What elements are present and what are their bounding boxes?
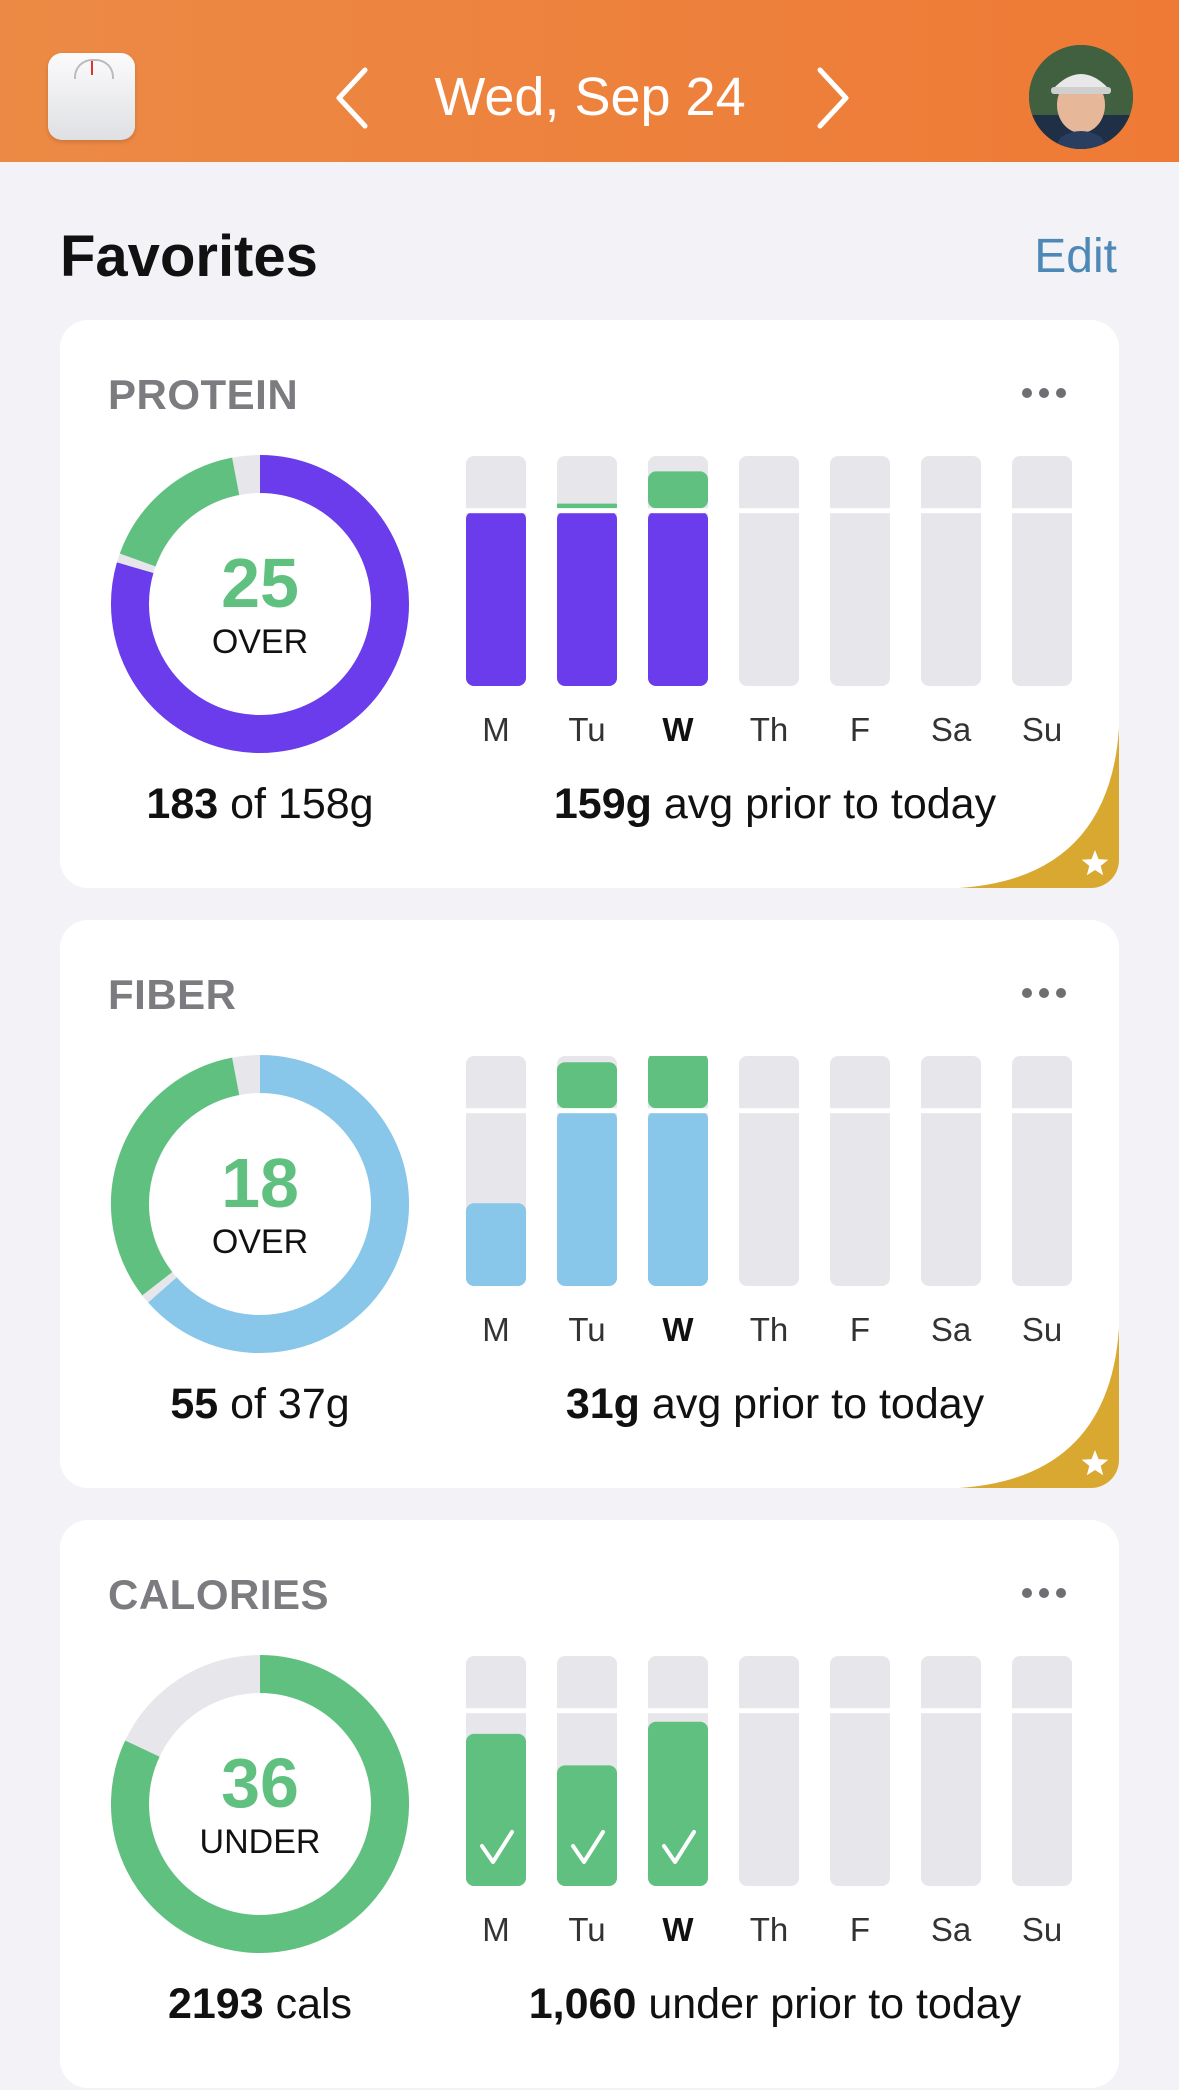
scale-icon[interactable] (48, 53, 135, 140)
day-bar-Th[interactable] (739, 1656, 799, 1886)
average-summary: 31g avg prior to today (460, 1376, 1090, 1432)
favorite-star-icon[interactable] (959, 1328, 1119, 1488)
day-label: Th (749, 711, 789, 748)
protein-card[interactable]: PROTEIN 25 OVER M Tu W Th F Sa Su 183 of 158g 159g … (60, 320, 1119, 888)
average-value: 1,060 (528, 1980, 637, 2028)
day-label: M (482, 1311, 510, 1348)
day-label: Tu (568, 1911, 606, 1948)
ring-over (111, 1057, 240, 1296)
day-bar-Sa[interactable] (921, 1056, 981, 1286)
average-summary: 1,060 under prior to today (460, 1976, 1090, 2032)
average-value: 31g (565, 1380, 640, 1428)
day-bar-M[interactable] (466, 1656, 526, 1886)
amount-value: 55 (170, 1380, 219, 1428)
card-title: CALORIES (108, 1571, 330, 1618)
favorite-star-icon[interactable] (959, 728, 1119, 888)
edit-button[interactable]: Edit (1034, 230, 1117, 283)
day-bar-Tu[interactable] (557, 1056, 617, 1286)
more-options-icon[interactable] (1018, 376, 1070, 410)
day-bar-F[interactable] (830, 456, 890, 686)
ring-over (119, 457, 240, 567)
progress-ring (111, 1055, 409, 1353)
ring-progress (148, 1055, 409, 1353)
chevron-right-icon[interactable] (800, 58, 860, 138)
avatar[interactable] (1029, 45, 1133, 149)
day-label: Tu (568, 711, 606, 748)
day-label: M (482, 711, 510, 748)
day-bar-Tu[interactable] (557, 456, 617, 686)
ring-label: OVER (211, 1223, 309, 1261)
day-label: Sa (930, 1311, 972, 1348)
ring-label: OVER (211, 623, 309, 661)
amount-summary: 183 of 158g (140, 776, 380, 832)
day-bar-Th[interactable] (739, 456, 799, 686)
scale-needle (91, 61, 93, 75)
day-label: F (849, 1311, 871, 1348)
day-bar-F[interactable] (830, 1056, 890, 1286)
scale-dial (74, 59, 114, 79)
day-label: W (662, 711, 694, 748)
day-label: W (662, 1911, 694, 1948)
day-bar-W[interactable] (648, 456, 708, 686)
ring-value: 25 (221, 544, 299, 622)
amount-suffix: of 37g (218, 1380, 350, 1428)
day-label: Sa (930, 711, 972, 748)
day-label: F (849, 1911, 871, 1948)
amount-summary: 2193 cals (140, 1976, 380, 2032)
day-bar-Su[interactable] (1012, 456, 1072, 686)
average-suffix: under prior to today (636, 1980, 1022, 2028)
day-bar-W[interactable] (648, 1056, 708, 1286)
ring-progress (111, 1655, 409, 1953)
day-bar-Su[interactable] (1012, 1656, 1072, 1886)
day-label: Tu (568, 1311, 606, 1348)
day-bar-Th[interactable] (739, 1056, 799, 1286)
average-suffix: avg prior to today (639, 1380, 985, 1428)
day-label: Sa (930, 1911, 972, 1948)
amount-suffix: of 158g (218, 780, 374, 828)
day-label: Su (1021, 1911, 1063, 1948)
more-options-icon[interactable] (1018, 1576, 1070, 1610)
more-options-icon[interactable] (1018, 976, 1070, 1010)
average-suffix: avg prior to today (651, 780, 997, 828)
day-bar-Tu[interactable] (557, 1656, 617, 1886)
amount-summary: 55 of 37g (140, 1376, 380, 1432)
day-bar-Su[interactable] (1012, 1056, 1072, 1286)
card-title: FIBER (108, 971, 237, 1018)
amount-suffix: cals (263, 1980, 353, 2028)
progress-ring (111, 455, 409, 753)
average-summary: 159g avg prior to today (460, 776, 1090, 832)
day-bar-M[interactable] (466, 1056, 526, 1286)
ring-value: 36 (221, 1744, 299, 1822)
day-label: F (849, 711, 871, 748)
day-bar-Sa[interactable] (921, 1656, 981, 1886)
day-label: Su (1021, 1311, 1063, 1348)
date-title[interactable]: Wed, Sep 24 (434, 67, 746, 127)
calories-card[interactable]: CALORIES 36 UNDER M Tu W Th F Sa Su 2193 cals 1,060… (60, 1520, 1119, 2088)
ring-progress (111, 455, 409, 753)
day-bar-Sa[interactable] (921, 456, 981, 686)
progress-ring (111, 1655, 409, 1953)
day-bar-M[interactable] (466, 456, 526, 686)
chevron-left-icon[interactable] (325, 58, 385, 138)
ring-label: UNDER (199, 1823, 321, 1861)
avatar-image (1029, 45, 1133, 149)
day-label: M (482, 1911, 510, 1948)
fiber-card[interactable]: FIBER 18 OVER M Tu W Th F Sa Su 55 of 37g 31g avg p… (60, 920, 1119, 1488)
top-bar: Wed, Sep 24 (0, 0, 1179, 162)
section-title: Favorites (60, 224, 318, 289)
day-label: Th (749, 1911, 789, 1948)
average-value: 159g (553, 780, 652, 828)
day-label: W (662, 1311, 694, 1348)
day-bar-F[interactable] (830, 1656, 890, 1886)
weekly-bars (466, 1656, 1072, 1886)
weekly-bars (466, 1056, 1072, 1286)
day-bar-W[interactable] (648, 1656, 708, 1886)
amount-value: 183 (146, 780, 219, 828)
day-label: Su (1021, 711, 1063, 748)
weekly-bars (466, 456, 1072, 686)
day-label: Th (749, 1311, 789, 1348)
amount-value: 2193 (167, 1980, 264, 2028)
ring-value: 18 (221, 1144, 299, 1222)
card-title: PROTEIN (108, 371, 299, 418)
